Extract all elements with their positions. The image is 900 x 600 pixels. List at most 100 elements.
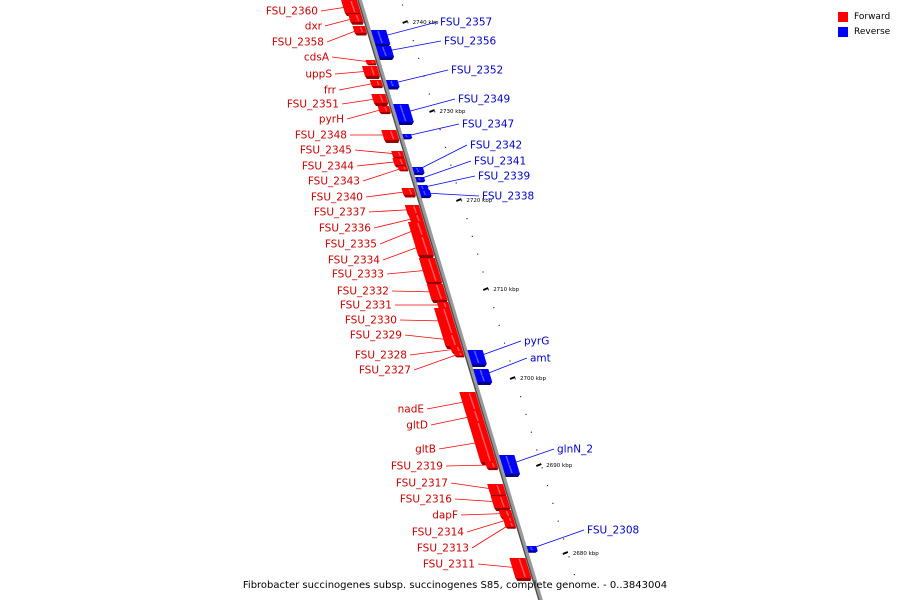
backbone <box>357 0 543 600</box>
scale-tick: 2690 kbp <box>535 463 573 469</box>
label-fsu-2334[interactable]: FSU_2334 <box>328 255 380 267</box>
label-pyrg[interactable]: pyrG <box>524 336 549 348</box>
label-fsu-2352[interactable]: FSU_2352 <box>451 65 503 77</box>
gene-fsu-2340[interactable] <box>401 188 416 198</box>
label-fsu-2317[interactable]: FSU_2317 <box>396 478 448 490</box>
label-fsu-2337[interactable]: FSU_2337 <box>314 207 366 219</box>
leader-fsu-2351 <box>341 98 380 105</box>
gene-fsu-2327[interactable] <box>453 352 465 358</box>
label-upps[interactable]: uppS <box>305 69 332 81</box>
label-fsu-2338[interactable]: FSU_2338 <box>482 191 534 203</box>
label-fsu-2342[interactable]: FSU_2342 <box>470 140 522 152</box>
label-fsu-2351[interactable]: FSU_2351 <box>287 99 339 111</box>
label-fsu-2330[interactable]: FSU_2330 <box>345 315 397 327</box>
label-fsu-2341[interactable]: FSU_2341 <box>474 156 526 168</box>
gene-fsu-2316[interactable] <box>490 496 511 511</box>
label-nade[interactable]: nadE <box>398 404 424 416</box>
scale-tick: 2710 kbp <box>482 287 520 293</box>
leader-pyrg <box>476 340 522 358</box>
leader-fsu-2341 <box>419 160 472 180</box>
gene-fsu-2345[interactable] <box>391 151 405 160</box>
gene-dxr[interactable] <box>348 14 364 25</box>
leader-fsu-2319 <box>445 464 492 467</box>
label-fsu-2332[interactable]: FSU_2332 <box>337 286 389 298</box>
label-dxr[interactable]: dxr <box>305 21 323 33</box>
label-amt[interactable]: amt <box>530 353 551 365</box>
label-fsu-2336[interactable]: FSU_2336 <box>319 223 371 235</box>
label-fsu-2349[interactable]: FSU_2349 <box>458 94 510 106</box>
label-gltb[interactable]: gltB <box>415 444 436 456</box>
leader-amt <box>482 357 528 376</box>
label-dapf[interactable]: dapF <box>432 510 458 522</box>
label-fsu-2311[interactable]: FSU_2311 <box>423 559 475 571</box>
gene-fsu-2311[interactable] <box>509 558 532 581</box>
leader-dapf <box>460 513 506 516</box>
label-fsu-2319[interactable]: FSU_2319 <box>391 461 443 473</box>
leader-fsu-2339 <box>422 175 476 188</box>
label-fsu-2328[interactable]: FSU_2328 <box>355 350 407 362</box>
label-pyrh[interactable]: pyrH <box>319 114 344 126</box>
leader-upps <box>334 70 371 75</box>
label-fsu-2316[interactable]: FSU_2316 <box>400 494 452 506</box>
leader-fsu-2332 <box>391 290 437 293</box>
gene-fsu-2348[interactable] <box>381 130 400 143</box>
gene-cdsa[interactable] <box>365 60 377 66</box>
label-fsu-2360[interactable]: FSU_2360 <box>266 6 318 18</box>
label-fsu-2308[interactable]: FSU_2308 <box>587 525 639 537</box>
genome-caption: Fibrobacter succinogenes subsp. succinog… <box>243 580 667 591</box>
leader-dxr <box>324 17 356 27</box>
label-fsu-2329[interactable]: FSU_2329 <box>350 330 402 342</box>
leader-fsu-2337 <box>368 209 413 213</box>
label-fsu-2357[interactable]: FSU_2357 <box>440 17 492 29</box>
leader-fsu-2357 <box>379 21 438 38</box>
svg-text:2720 kbp: 2720 kbp <box>466 198 492 204</box>
leader-cdsa <box>331 56 371 63</box>
label-cdsa[interactable]: cdsA <box>304 52 330 64</box>
label-fsu-2340[interactable]: FSU_2340 <box>311 192 363 204</box>
label-fsu-2333[interactable]: FSU_2333 <box>332 269 384 281</box>
label-leader-lines <box>320 6 585 569</box>
gene-pyrh[interactable] <box>377 106 391 115</box>
label-fsu-2358[interactable]: FSU_2358 <box>272 37 324 49</box>
svg-text:2690 kbp: 2690 kbp <box>546 463 572 469</box>
gene-fsu-2358[interactable] <box>352 26 367 36</box>
gene-fsu-2334[interactable] <box>412 236 434 258</box>
label-fsu-2356[interactable]: FSU_2356 <box>444 36 496 48</box>
gene-fsu-2343[interactable] <box>397 166 409 172</box>
scale-tick: 2680 kbp <box>562 551 599 557</box>
label-fsu-2345[interactable]: FSU_2345 <box>300 145 352 157</box>
leader-fsu-2329 <box>404 334 451 341</box>
gene-fsu-2319[interactable] <box>484 462 499 471</box>
label-fsu-2327[interactable]: FSU_2327 <box>359 365 411 377</box>
gene-upps[interactable] <box>361 66 380 79</box>
label-fsu-2331[interactable]: FSU_2331 <box>340 300 392 312</box>
label-fsu-2313[interactable]: FSU_2313 <box>417 543 469 555</box>
label-fsu-2348[interactable]: FSU_2348 <box>295 130 347 142</box>
svg-text:2740 kbp: 2740 kbp <box>413 20 439 26</box>
leader-nade <box>426 400 470 410</box>
label-gltd[interactable]: gltD <box>406 420 428 432</box>
label-glnn-2[interactable]: glnN_2 <box>557 444 593 456</box>
label-fsu-2344[interactable]: FSU_2344 <box>302 161 354 173</box>
leader-fsu-2360 <box>320 6 351 12</box>
leader-fsu-2347 <box>406 123 460 137</box>
svg-text:2730 kbp: 2730 kbp <box>439 109 465 115</box>
label-fsu-2343[interactable]: FSU_2343 <box>308 176 360 188</box>
gene-frr[interactable] <box>369 80 383 89</box>
gene-fsu-2313[interactable] <box>503 522 517 529</box>
leader-fsu-2327 <box>413 353 459 371</box>
scale-tick: 2740 kbp <box>402 20 439 26</box>
label-fsu-2339[interactable]: FSU_2339 <box>478 171 530 183</box>
label-frr[interactable]: frr <box>324 85 337 97</box>
svg-text:2700 kbp: 2700 kbp <box>520 376 546 382</box>
leader-fsu-2338 <box>424 192 480 197</box>
leader-fsu-2358 <box>326 29 360 43</box>
gene-fsu-2351[interactable] <box>371 94 389 106</box>
gene-fsu-2317[interactable] <box>487 484 507 498</box>
label-fsu-2347[interactable]: FSU_2347 <box>462 119 514 131</box>
label-fsu-2314[interactable]: FSU_2314 <box>412 527 464 539</box>
forward-swatch <box>838 11 848 22</box>
label-fsu-2335[interactable]: FSU_2335 <box>325 239 377 251</box>
